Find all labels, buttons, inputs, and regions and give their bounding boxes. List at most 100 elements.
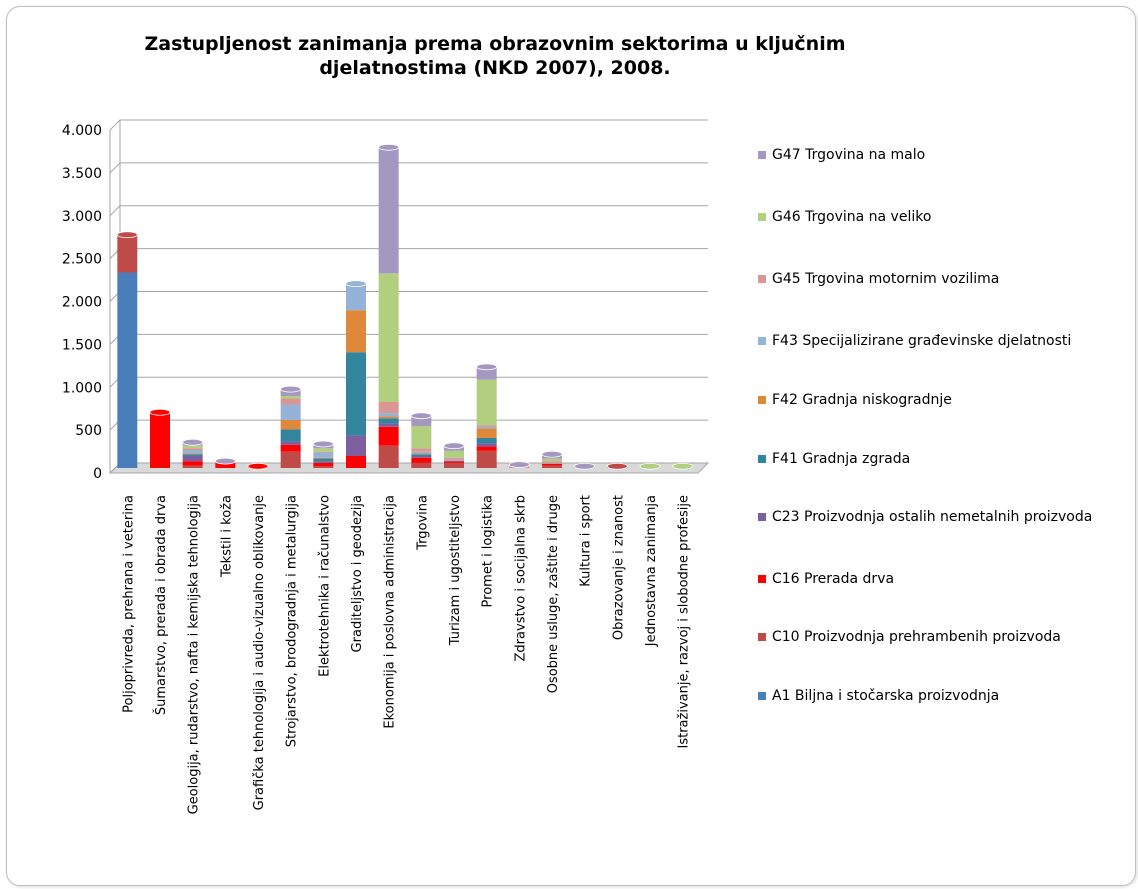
bar-segment bbox=[182, 454, 203, 456]
bar-cap bbox=[247, 462, 269, 470]
legend-swatch bbox=[758, 396, 766, 404]
bar-cap bbox=[214, 457, 236, 465]
bar-segment bbox=[346, 310, 366, 353]
gridline bbox=[109, 119, 708, 131]
bar-segment bbox=[182, 455, 203, 462]
legend-label: C16 Prerada drva bbox=[772, 571, 895, 587]
gridline bbox=[109, 248, 708, 259]
bar-segment bbox=[313, 448, 334, 452]
bar-segment bbox=[378, 418, 399, 424]
bar-cap bbox=[378, 143, 400, 151]
x-category-label: Zdravstvo i socijalna skrb bbox=[513, 495, 528, 661]
bar-segment bbox=[313, 457, 334, 459]
bar-cap bbox=[345, 280, 367, 288]
bar-cap bbox=[476, 363, 498, 371]
bar-segment bbox=[117, 234, 138, 273]
gridline bbox=[109, 291, 708, 302]
legend-swatch bbox=[758, 575, 766, 583]
x-category-label: Obrazovanje i znanost bbox=[611, 495, 626, 640]
legend-label: G47 Trgovina na malo bbox=[772, 147, 926, 163]
gridline bbox=[109, 333, 708, 345]
bar-segment bbox=[411, 451, 432, 454]
y-tick-label: 2.000 bbox=[62, 295, 102, 311]
bar-segment bbox=[378, 416, 399, 419]
bar-segment bbox=[476, 437, 497, 444]
bar-segment bbox=[346, 455, 366, 468]
y-tick-label: 2.500 bbox=[62, 252, 102, 268]
y-tick-label: 4.000 bbox=[62, 123, 102, 139]
bar-segment bbox=[378, 413, 399, 417]
x-category-label: Osobne usluge, zaštite i druge bbox=[546, 495, 561, 693]
bar-segment bbox=[280, 451, 301, 468]
bar-segment bbox=[444, 462, 464, 468]
bar-cap bbox=[672, 462, 694, 470]
legend-swatch bbox=[758, 633, 766, 641]
bar-segment bbox=[444, 461, 464, 463]
legend-label: F43 Specijalizirane građevinske djelatno… bbox=[772, 333, 1072, 349]
bar-cap bbox=[116, 231, 138, 239]
bar-segment bbox=[378, 401, 399, 414]
bar-segment bbox=[346, 283, 366, 311]
legend-label: G45 Trgovina motornim vozilima bbox=[772, 271, 1000, 287]
bar-segment bbox=[117, 272, 138, 468]
bar-segment bbox=[411, 462, 432, 468]
gridline bbox=[109, 419, 708, 431]
bar-cap bbox=[639, 462, 661, 470]
bar-segment bbox=[150, 412, 170, 468]
bar-segment bbox=[215, 462, 236, 468]
bar-segment bbox=[280, 441, 301, 445]
x-category-label: Turizam i ugostiteljstvo bbox=[448, 495, 463, 646]
bar-segment bbox=[280, 398, 301, 405]
x-category-label: Grafička tehnologija i audio-vizualno ob… bbox=[252, 495, 267, 810]
bar-segment bbox=[542, 461, 562, 463]
bar-segment bbox=[182, 449, 203, 454]
bar-cap bbox=[280, 385, 302, 393]
bar-cap bbox=[182, 438, 204, 446]
bar-segment bbox=[280, 404, 301, 420]
bar-segment bbox=[476, 425, 497, 427]
bar-segment bbox=[411, 448, 432, 452]
bar-segment bbox=[476, 443, 497, 447]
x-category-label: Poljoprivreda, prehrana i veterina bbox=[121, 495, 136, 713]
y-tick-label: 1.500 bbox=[62, 337, 102, 353]
y-tick-label: 500 bbox=[75, 423, 102, 439]
x-category-label: Ekonomija i poslovna administracija bbox=[383, 495, 398, 729]
bar-segment bbox=[182, 445, 203, 449]
bar-cap bbox=[312, 440, 334, 448]
y-tick-label: 0 bbox=[93, 466, 102, 482]
bar-segment bbox=[444, 450, 464, 458]
bar-segment bbox=[476, 450, 497, 468]
x-category-label: Geologija, rudarstvo, nafta i kemijska t… bbox=[187, 495, 202, 814]
bar-segment bbox=[313, 461, 334, 463]
bar-segment bbox=[411, 454, 432, 456]
x-category-label: Šumarstvo, prerada i obrada drva bbox=[153, 495, 169, 715]
bar-segment bbox=[346, 352, 366, 436]
bar-segment bbox=[444, 457, 464, 460]
bar-segment bbox=[476, 426, 497, 429]
legend-swatch bbox=[758, 455, 766, 463]
bar-segment bbox=[313, 462, 334, 467]
legend-label: F42 Gradnja niskogradnje bbox=[772, 392, 952, 408]
bar-segment bbox=[411, 457, 432, 463]
bar-segment bbox=[411, 425, 432, 449]
bar-cap bbox=[149, 408, 171, 416]
bar-segment bbox=[378, 273, 399, 402]
bar-segment bbox=[313, 466, 334, 468]
legend-label: G46 Trgovina na veliko bbox=[772, 209, 932, 225]
bar-cap bbox=[574, 462, 596, 470]
y-tick-label: 3.500 bbox=[62, 166, 102, 182]
x-category-label: Strojarstvo, brodogradnja i metalurgija bbox=[285, 495, 300, 747]
x-category-label: Graditeljstvo i geodezija bbox=[350, 495, 365, 652]
gridline bbox=[109, 376, 708, 388]
bar-segment bbox=[542, 463, 562, 466]
legend-label: A1 Biljna i stočarska proizvodnja bbox=[772, 688, 1000, 704]
x-category-label: Istraživanje, razvoj i slobodne profesij… bbox=[677, 495, 692, 749]
bar-segment bbox=[378, 445, 399, 468]
bar-cap bbox=[443, 442, 465, 450]
bar-cap bbox=[508, 461, 530, 468]
bar-segment bbox=[313, 451, 334, 453]
bar-segment bbox=[411, 453, 432, 455]
gridline bbox=[109, 162, 708, 174]
bar-segment bbox=[444, 459, 464, 462]
